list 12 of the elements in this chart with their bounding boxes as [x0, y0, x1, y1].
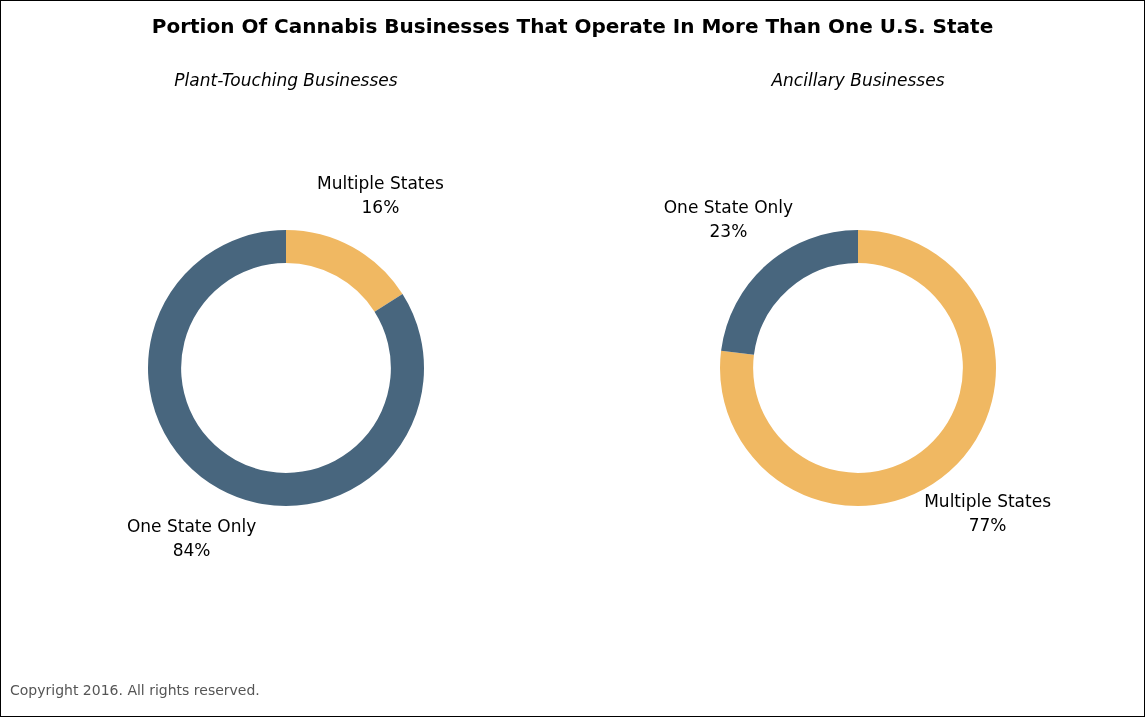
data-label: 84% [172, 540, 211, 561]
slice-label: Multiple States [317, 172, 444, 193]
chart-subtitle: Ancillary Businesses [770, 70, 946, 92]
chart-subtitle: Plant-Touching Businesses [173, 70, 399, 92]
slice-label: One State Only [663, 197, 794, 218]
text: Portion Of Cannabis Businesses That Operate In More Than One U.S. State [150, 14, 995, 38]
data-label: 23% [709, 221, 748, 242]
text: Copyright 2016. All rights reserved. [10, 682, 260, 698]
slice-label: One State Only [126, 516, 257, 537]
data-label: 16% [361, 196, 400, 217]
data-label: 77% [968, 515, 1007, 536]
slice-label: Multiple States [924, 491, 1052, 512]
